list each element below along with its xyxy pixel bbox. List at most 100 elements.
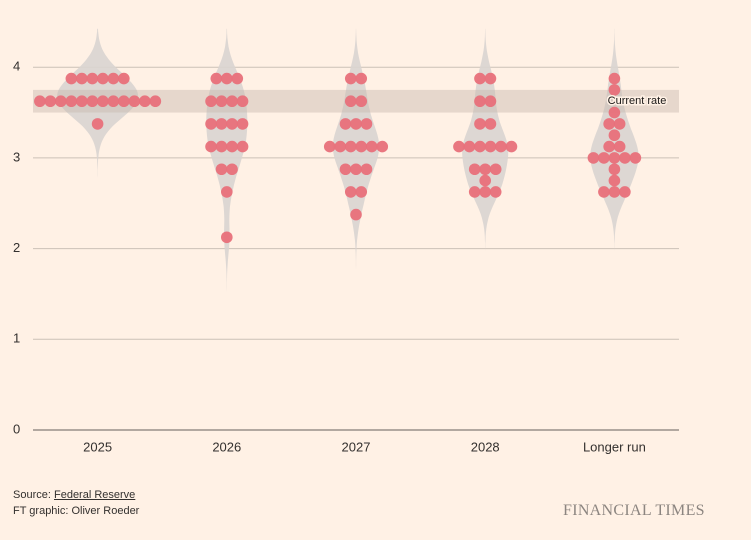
dot [613, 140, 626, 153]
dot [323, 140, 336, 153]
dot [350, 118, 362, 130]
dot [149, 95, 162, 108]
dot [505, 140, 518, 153]
dot [608, 84, 621, 96]
y-tick-label: 2 [13, 240, 20, 255]
x-tick-label: 2027 [342, 439, 371, 454]
violin [206, 28, 248, 297]
dot [334, 140, 347, 153]
dot [619, 186, 631, 198]
source-label: Source: [13, 489, 51, 501]
y-tick-label: 3 [13, 149, 20, 164]
dot [495, 140, 507, 153]
dot [360, 118, 373, 130]
dot [236, 118, 249, 130]
dot [479, 174, 492, 187]
dot [86, 95, 99, 108]
dot [339, 163, 352, 176]
dot [453, 140, 465, 153]
dot [365, 140, 378, 153]
dot [355, 95, 368, 108]
x-tick-label: Longer run [583, 439, 646, 454]
dot [350, 163, 362, 176]
violin [57, 28, 139, 183]
dot [76, 72, 88, 85]
dot [484, 95, 497, 108]
dot [344, 186, 357, 198]
dot [598, 186, 610, 198]
dot [479, 186, 492, 198]
dot [97, 95, 109, 108]
source-line: Source: Federal Reserve [13, 489, 135, 501]
dot [91, 118, 104, 130]
dot [479, 163, 492, 176]
dot [355, 72, 368, 85]
dot [587, 152, 600, 164]
dot [226, 118, 238, 130]
dot [489, 163, 502, 176]
dot [205, 95, 217, 108]
dot [55, 95, 67, 108]
dot [608, 129, 621, 142]
dot [236, 140, 249, 153]
dot [339, 118, 352, 130]
x-tick-label: 2025 [83, 439, 112, 454]
dot [468, 186, 481, 198]
dot [118, 72, 130, 85]
dot [344, 95, 357, 108]
dot [128, 95, 141, 108]
dot [210, 72, 223, 85]
dot [118, 95, 130, 108]
chart: 0 1 2 3 4 2025 2026 2027 2028 Longer run Current r… [13, 28, 679, 454]
dot [474, 118, 486, 130]
dot [65, 95, 78, 108]
dot [107, 72, 120, 85]
dot [226, 163, 238, 176]
y-tick-label: 1 [13, 331, 20, 346]
dot [226, 140, 238, 153]
dot [608, 72, 621, 85]
x-tick-label: 2028 [471, 439, 500, 454]
dot [231, 72, 244, 85]
dot [221, 186, 233, 198]
dot [484, 118, 497, 130]
dot [608, 152, 621, 164]
dot [468, 163, 481, 176]
dot [608, 163, 621, 176]
x-tick-label: 2026 [212, 439, 241, 454]
dot [215, 140, 228, 153]
dot [484, 140, 497, 153]
dot [360, 163, 373, 176]
dot [603, 140, 615, 153]
dot [76, 95, 88, 108]
dot [215, 118, 228, 130]
dot [344, 140, 357, 153]
dot [344, 72, 357, 85]
dot [603, 118, 615, 130]
dot [489, 186, 502, 198]
dot [355, 186, 368, 198]
y-tick-label: 4 [13, 59, 20, 74]
dot [65, 72, 78, 85]
dot [107, 95, 120, 108]
dot [598, 152, 610, 164]
dot [139, 95, 151, 108]
dot [221, 231, 233, 244]
dot [619, 152, 631, 164]
dot [205, 140, 217, 153]
credit: FT graphic: Oliver Roeder [13, 505, 140, 517]
dot [34, 95, 46, 108]
dot [474, 140, 486, 153]
dot [236, 95, 249, 108]
source-link[interactable]: Federal Reserve [53, 489, 136, 501]
dot [215, 95, 228, 108]
dot [484, 72, 497, 85]
dot [608, 174, 621, 187]
dot [608, 186, 621, 198]
dot [97, 72, 109, 85]
dot [355, 140, 368, 153]
dot [608, 106, 621, 119]
dot [44, 95, 57, 108]
